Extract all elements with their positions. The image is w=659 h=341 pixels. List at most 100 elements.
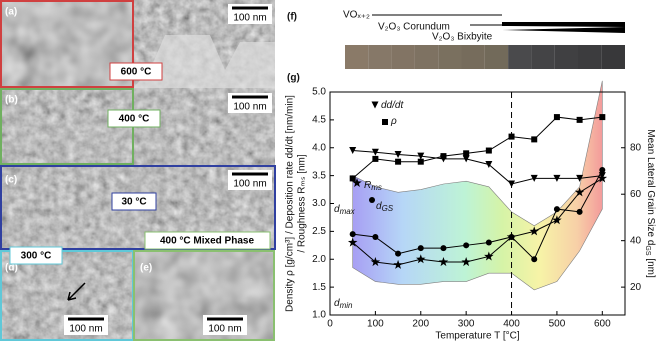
- marker: [395, 250, 402, 257]
- marker: [508, 233, 515, 240]
- marker: [552, 215, 562, 225]
- marker: [395, 158, 402, 165]
- phase-label: V₂O₃ Bixbyite: [432, 32, 493, 43]
- label-main: d: [334, 204, 340, 215]
- marker: [463, 150, 470, 157]
- marker: [417, 245, 424, 252]
- y-tick-label: 2.0: [312, 254, 326, 265]
- label-sub: min: [340, 301, 353, 310]
- marker: [599, 114, 606, 121]
- marker: [553, 114, 560, 121]
- y-tick-label: 4.0: [312, 142, 326, 153]
- marker: [369, 197, 375, 203]
- marker: [370, 257, 381, 267]
- x-tick-label: 200: [412, 319, 429, 330]
- x-tick-label: 400: [503, 319, 520, 330]
- frame: [133, 250, 275, 341]
- label-sub: GS: [382, 204, 394, 213]
- swatch: [391, 45, 415, 69]
- label-box: [111, 192, 157, 211]
- marker: [372, 233, 379, 240]
- swatch: [345, 45, 369, 69]
- x-tick-label: 600: [594, 319, 611, 330]
- panel-label: (e): [140, 263, 152, 274]
- series-label: dmax: [334, 204, 356, 216]
- swatch: [368, 45, 392, 69]
- swatch: [578, 45, 602, 69]
- temperature: 300 °C: [21, 251, 52, 262]
- y-tick-label: 4.5: [312, 115, 326, 126]
- swatch: [531, 45, 555, 69]
- y-tick-label: 1.0: [312, 310, 326, 321]
- panel-label: (g): [287, 73, 300, 84]
- series-label: dd/dt: [381, 100, 404, 111]
- marker: [371, 101, 379, 109]
- marker: [372, 155, 379, 162]
- y2-tick-label: 60: [630, 189, 642, 200]
- label-main: d: [376, 201, 382, 212]
- marker: [462, 155, 470, 163]
- temperature: 400 °C: [119, 114, 150, 125]
- scale-label: 100 nm: [208, 324, 241, 335]
- label-box: [109, 62, 163, 81]
- phase-label: V₂O₃ Corundum: [378, 22, 450, 33]
- y2-axis-label: Mean Lateral Grain Size dGS [nm]: [644, 129, 656, 278]
- series-label: Rms: [364, 180, 382, 192]
- y2-tick-label: 20: [630, 282, 642, 293]
- marker: [416, 254, 426, 264]
- frame: [0, 0, 134, 88]
- marker: [394, 150, 402, 158]
- marker: [417, 158, 424, 165]
- x-axis-label: Temperature T [°C]: [435, 331, 519, 341]
- label-main: R: [364, 180, 371, 191]
- panel-label: (d): [5, 263, 18, 274]
- sem-image: [0, 165, 133, 250]
- label-box: [144, 231, 271, 250]
- phase-range: [502, 22, 625, 27]
- marker: [508, 180, 516, 188]
- arrow: [67, 282, 86, 301]
- marker: [349, 147, 357, 155]
- marker: [597, 173, 608, 183]
- marker: [463, 242, 470, 249]
- label-main: ρ: [390, 116, 397, 127]
- series-label: dGS: [376, 201, 394, 213]
- series-line: [352, 116, 603, 179]
- phase-diagram: (f) VOₓ₊₂ V₂O₃ Corundum V₂O₃ Bixbyite: [287, 10, 625, 69]
- swatch: [508, 45, 532, 69]
- swatch: [601, 45, 625, 69]
- marker: [529, 226, 539, 236]
- marker: [576, 116, 583, 123]
- marker: [599, 167, 606, 174]
- x-tick-label: 100: [367, 319, 384, 330]
- scale-label: 100 nm: [233, 102, 266, 113]
- swatch: [414, 45, 439, 69]
- label-part: Mean Lateral Grain Size d: [645, 129, 656, 245]
- marker: [485, 147, 492, 154]
- swatch: [461, 45, 485, 69]
- marker: [576, 174, 584, 182]
- marker: [417, 152, 425, 160]
- marker: [530, 174, 538, 182]
- series-line: [352, 177, 603, 266]
- temperature: 30 °C: [121, 197, 146, 208]
- temperature: 600 °C: [121, 67, 152, 78]
- y-tick-label: 2.5: [312, 226, 326, 237]
- marker: [574, 187, 585, 197]
- marker: [349, 175, 356, 182]
- panel-label: (c): [5, 175, 17, 186]
- panel-label: (b): [5, 95, 18, 106]
- scale-label: 100 nm: [69, 324, 102, 335]
- label-sub: max: [340, 207, 356, 216]
- marker: [461, 257, 471, 267]
- series-line: [352, 169, 603, 261]
- chart: (g) 0 100 200 300 400 500 600 1.0 1.5 2.0 2.5 3.0 3.…: [285, 73, 657, 341]
- series-label: dmin: [334, 298, 353, 310]
- y-tick-label: 5.0: [312, 87, 326, 98]
- y-tick-label: 1.5: [312, 282, 326, 293]
- y2-tick-label: 40: [630, 235, 642, 246]
- marker: [371, 148, 379, 156]
- label-box: [107, 109, 161, 128]
- marker: [440, 153, 447, 160]
- temperature: 400 °C Mixed Phase: [160, 236, 254, 247]
